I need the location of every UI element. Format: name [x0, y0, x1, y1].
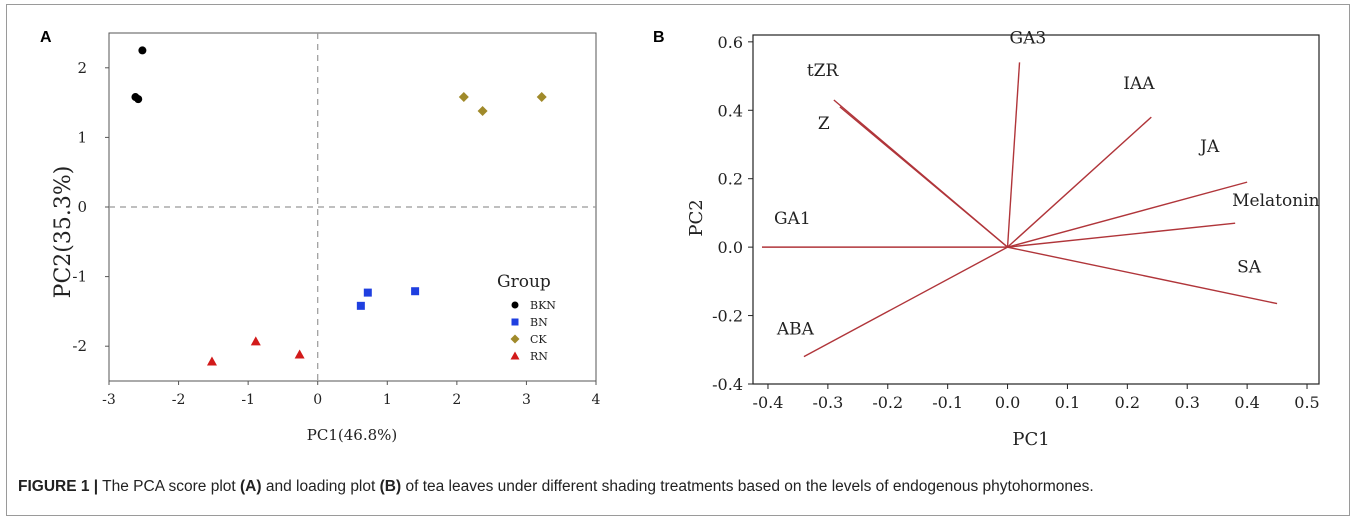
caption-prefix: FIGURE 1 |: [18, 478, 99, 495]
vector-label-sa: SA: [1237, 258, 1262, 278]
panel-b-loading-plot: B -0.4 -0.3 -0.2 -0.1 0.0 0.1 0.2 0.3 0.4 0.5 0.6 0…: [653, 28, 1320, 450]
panel-b-ylabel: PC2: [686, 199, 707, 236]
x-tick-label: 0: [313, 392, 322, 408]
x-tick-label: 0.0: [995, 393, 1020, 412]
legend-label-bn: BN: [530, 316, 548, 329]
y-tick-label: 1: [77, 128, 87, 146]
y-tick-label: -1: [72, 268, 87, 286]
caption-ref-a: (A): [240, 478, 262, 495]
vector-label-z: Z: [818, 114, 830, 134]
panel-a-legend: Group BKN BN CK RN: [497, 272, 556, 363]
y-tick-label: 0: [77, 198, 87, 216]
panel-b-xlabel: PC1: [1012, 429, 1049, 450]
vector-label-ga3: GA3: [1010, 28, 1047, 48]
score-point-bn: [356, 301, 365, 310]
x-tick-label: 0.3: [1175, 393, 1200, 412]
x-tick-label: 1: [383, 392, 392, 408]
x-tick-label: 4: [592, 392, 601, 408]
vector-label-aba: ABA: [776, 320, 815, 340]
score-point-ck: [458, 92, 469, 103]
x-tick-label: 0.5: [1294, 393, 1319, 412]
legend-marker-bkn: [511, 301, 519, 309]
legend-marker-rn: [510, 351, 520, 360]
figure-frame: [6, 4, 1350, 516]
panel-a-zero-lines: [109, 33, 596, 381]
x-tick-label: -0.4: [753, 393, 784, 412]
y-tick-label: 0.2: [718, 170, 743, 189]
x-tick-label: 3: [522, 392, 531, 408]
y-tick-label: 0.6: [718, 33, 743, 52]
score-point-rn: [206, 356, 217, 366]
vector-label-melatonin: Melatonin: [1232, 191, 1319, 211]
vector-label-iaa: IAA: [1123, 74, 1155, 94]
loading-vector-z: [839, 106, 1008, 248]
x-tick-label: -0.2: [872, 393, 903, 412]
x-tick-label: 2: [452, 392, 461, 408]
score-point-bn: [363, 288, 372, 297]
score-point-ck: [477, 105, 488, 116]
panel-b-vectors: GA3 IAA tZR Z JA Melatonin GA1 SA ABA: [761, 28, 1320, 358]
loading-vector-melatonin: [1007, 222, 1236, 248]
panel-a-xlabel: PC1(46.8%): [307, 426, 397, 444]
y-tick-label: -0.2: [712, 307, 743, 326]
panel-b-ticks: -0.4 -0.3 -0.2 -0.1 0.0 0.1 0.2 0.3 0.4 0.5 0.6 0.4…: [712, 33, 1320, 412]
x-tick-label: -1: [241, 392, 255, 408]
x-tick-label: 0.4: [1234, 393, 1259, 412]
panel-b-plot-area: [752, 34, 1320, 385]
y-tick-label: -2: [72, 337, 87, 355]
caption-part2: and loading plot: [261, 478, 380, 495]
x-tick-label: -2: [172, 392, 186, 408]
score-point-bkn: [134, 95, 143, 104]
legend-title: Group: [497, 272, 551, 292]
panel-a-points: [131, 46, 547, 366]
legend-marker-ck: [510, 334, 520, 344]
loading-vector-ga3: [1006, 62, 1021, 248]
caption-ref-b: (B): [379, 478, 402, 495]
score-point-ck: [536, 92, 547, 103]
vector-label-ga1: GA1: [774, 209, 811, 229]
loading-vector-aba: [803, 246, 1008, 358]
y-tick-label: 2: [77, 59, 87, 77]
caption-part1: The PCA score plot: [98, 478, 241, 495]
score-point-rn: [250, 336, 261, 346]
y-tick-label: 0.4: [718, 101, 743, 120]
vector-label-ja: JA: [1198, 137, 1220, 157]
loading-vector-ja: [1007, 181, 1248, 248]
figure-caption: FIGURE 1 | The PCA score plot (A) and lo…: [18, 478, 1338, 496]
legend-label-ck: CK: [530, 333, 547, 346]
legend-marker-bn: [511, 318, 519, 326]
legend-label-rn: RN: [530, 350, 548, 363]
x-tick-label: -0.3: [812, 393, 843, 412]
x-tick-label: 0.2: [1115, 393, 1140, 412]
panel-a-label: A: [40, 29, 52, 46]
panel-a-ticks: -3 -2 -1 0 1 2 3 4 2 1 0 -1 -2: [72, 59, 600, 408]
vector-label-tzr: tZR: [807, 61, 840, 81]
panel-b-label: B: [653, 29, 665, 46]
loading-vector-iaa: [1007, 116, 1152, 248]
caption-part3: of tea leaves under different shading tr…: [401, 478, 1094, 495]
x-tick-label: -3: [102, 392, 116, 408]
score-point-bkn: [138, 46, 147, 55]
score-point-rn: [294, 349, 305, 359]
x-tick-label: -0.1: [932, 393, 963, 412]
x-tick-label: 0.1: [1055, 393, 1080, 412]
panel-a-score-plot: A -3 -2 -1 0 1 2 3 4 2 1 0 -1 -2 PC1(46.8%) PC2(35.3…: [40, 29, 601, 444]
legend-label-bkn: BKN: [530, 299, 556, 312]
y-tick-label: -0.4: [712, 375, 743, 394]
y-tick-label: 0.0: [718, 238, 743, 257]
panel-a-ylabel: PC2(35.3%): [51, 166, 76, 299]
score-point-bn: [411, 287, 420, 296]
loading-vector-sa: [1007, 246, 1278, 305]
